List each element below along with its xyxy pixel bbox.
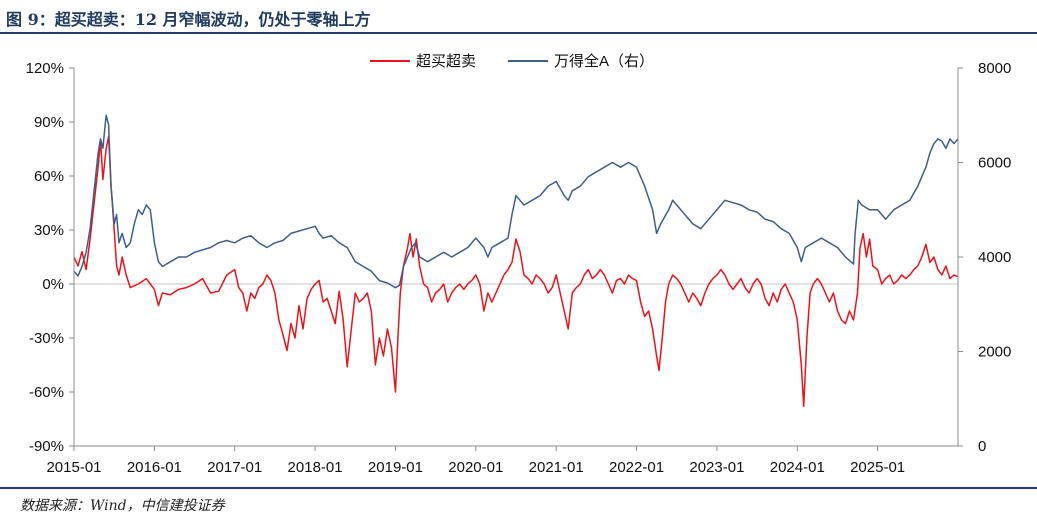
right-tick-label: 4000 [978,249,1011,266]
x-tick-label: 2023-01 [689,459,744,476]
axis-layer: 120% 90% 60% 30% 0% -30% -60% -90% 8000 6000 4000 2… [26,60,1012,476]
page-title: 图 9：超买超卖：12 月窄幅波动，仍处于零轴上方 [6,10,371,29]
right-tick-label: 0 [978,438,986,455]
x-tick-label: 2015-01 [46,459,101,476]
legend-label: 万得全A（右） [554,52,654,70]
left-tick-label: 30% [34,222,64,239]
x-tick-label: 2017-01 [207,459,262,476]
left-tick-label: -90% [29,438,64,455]
left-tick-label: -60% [29,384,64,401]
left-tick-label: 90% [34,114,64,131]
x-tick-label: 2020-01 [448,459,503,476]
chart: 120% 90% 60% 30% 0% -30% -60% -90% 8000 6000 4000 2… [26,52,1012,476]
x-tick-label: 2018-01 [288,459,343,476]
right-tick-label: 6000 [978,155,1011,172]
left-tick-label: 0% [42,276,64,293]
series-layer [73,114,959,408]
series-line-wind-a [73,114,959,289]
x-tick-label: 2025-01 [850,459,905,476]
x-tick-label: 2019-01 [368,459,423,476]
source-note: 数据来源：Wind，中信建投证券 [20,498,225,514]
legend-label: 超买超卖 [416,53,476,70]
right-tick-label: 2000 [978,344,1011,361]
x-tick-label: 2016-01 [127,459,182,476]
x-tick-label: 2024-01 [770,459,825,476]
series-line-overbought [73,135,959,408]
title-rule [0,32,1037,34]
legend: 超买超卖 万得全A（右） [370,52,654,70]
left-tick-label: 120% [26,60,64,77]
title-bar: 图 9：超买超卖：12 月窄幅波动，仍处于零轴上方 [0,0,1037,32]
right-tick-label: 8000 [978,60,1011,77]
x-tick-label: 2021-01 [529,459,584,476]
left-tick-label: 60% [34,168,64,185]
x-tick-label: 2022-01 [609,459,664,476]
footer-rule [0,487,1037,489]
left-tick-label: -30% [29,330,64,347]
